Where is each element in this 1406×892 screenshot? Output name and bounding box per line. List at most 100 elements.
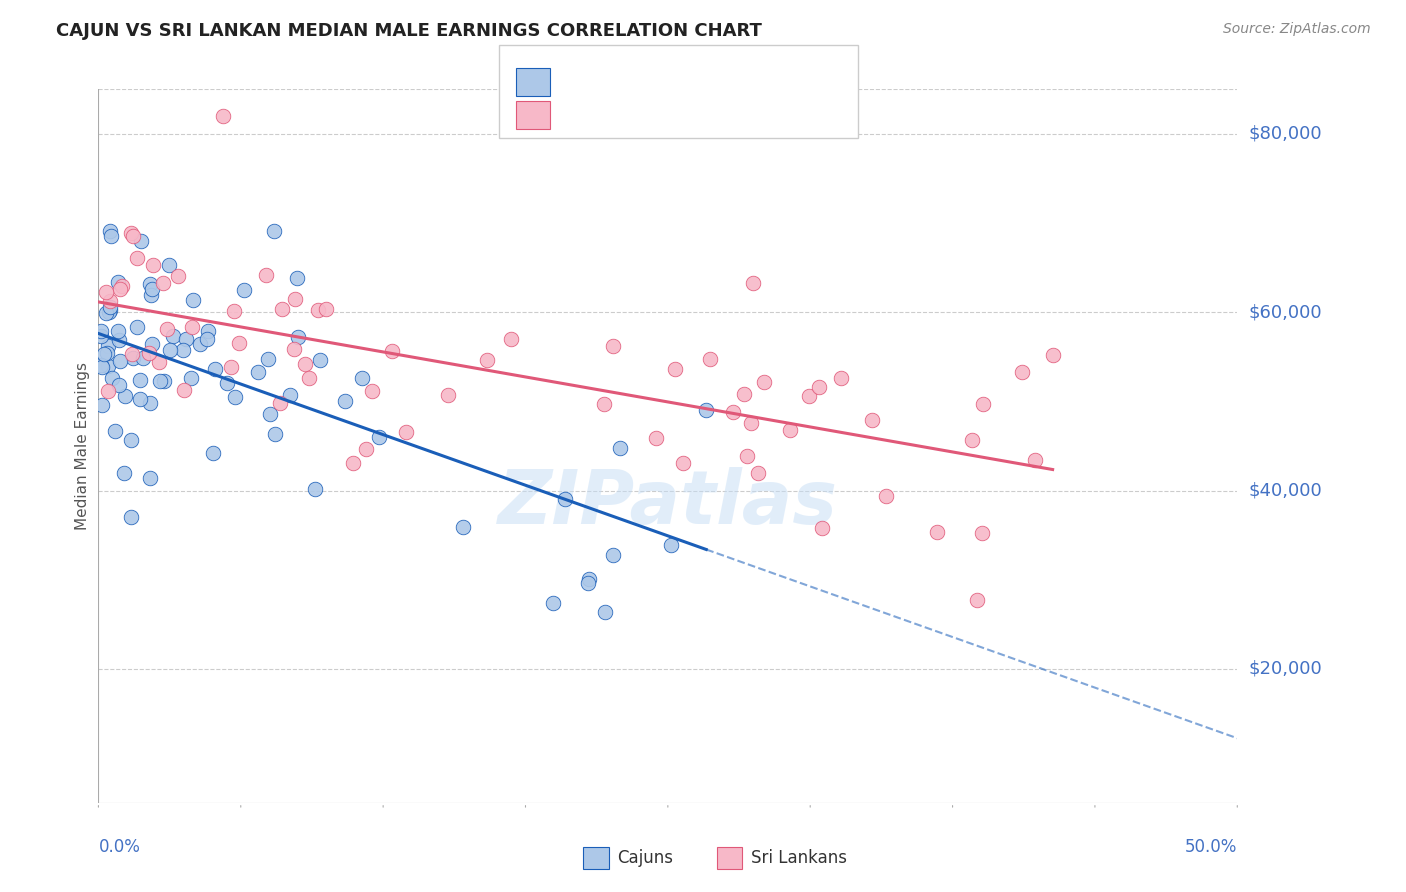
Point <box>139 471 162 485</box>
Point <box>263 223 285 237</box>
Point <box>269 395 291 409</box>
Point <box>294 357 316 371</box>
Point <box>264 426 287 441</box>
Point <box>664 362 686 376</box>
Text: $40,000: $40,000 <box>1249 482 1322 500</box>
Point <box>304 482 326 496</box>
Point <box>128 373 150 387</box>
Point <box>90 324 112 338</box>
Y-axis label: Median Male Earnings: Median Male Earnings <box>75 362 90 530</box>
Point <box>259 408 281 422</box>
Point <box>142 258 165 272</box>
Point <box>645 431 668 445</box>
Point <box>138 346 160 360</box>
Point <box>747 467 769 481</box>
Point <box>741 276 763 290</box>
Point <box>172 343 194 357</box>
Point <box>333 394 356 409</box>
Point <box>752 376 775 390</box>
Point <box>672 456 695 470</box>
Text: R =: R = <box>564 106 603 124</box>
Point <box>437 388 460 402</box>
Point <box>98 303 121 318</box>
Text: Sri Lankans: Sri Lankans <box>751 849 846 867</box>
Point <box>342 456 364 470</box>
Point <box>101 371 124 385</box>
Point <box>181 293 204 308</box>
Point <box>90 358 112 372</box>
Point <box>211 109 233 123</box>
Point <box>576 576 599 591</box>
Point <box>779 423 801 437</box>
Point <box>215 376 238 390</box>
Point <box>477 353 499 368</box>
Point <box>499 332 522 346</box>
Point <box>153 374 176 388</box>
Text: CAJUN VS SRI LANKAN MEDIAN MALE EARNINGS CORRELATION CHART: CAJUN VS SRI LANKAN MEDIAN MALE EARNINGS… <box>56 22 762 40</box>
Point <box>97 339 120 353</box>
Point <box>354 442 377 457</box>
Point <box>224 390 246 404</box>
Text: 50.0%: 50.0% <box>1185 838 1237 856</box>
Point <box>152 277 174 291</box>
Point <box>139 288 162 302</box>
Point <box>156 322 179 336</box>
Point <box>100 228 122 243</box>
Point <box>181 320 204 334</box>
Point <box>254 268 277 282</box>
Point <box>107 324 129 338</box>
Text: 66: 66 <box>738 106 763 124</box>
Point <box>287 330 309 344</box>
Point <box>221 359 243 374</box>
Point <box>98 224 121 238</box>
Point <box>132 351 155 365</box>
Point <box>972 396 994 410</box>
Point <box>93 347 115 361</box>
Point <box>222 304 245 318</box>
Point <box>1011 365 1033 379</box>
Point <box>91 359 114 374</box>
Point <box>554 492 576 507</box>
Point <box>453 519 475 533</box>
Point <box>197 324 219 338</box>
Point <box>110 282 132 296</box>
Text: R =: R = <box>564 73 603 91</box>
Point <box>740 416 762 430</box>
Text: -0.453: -0.453 <box>606 106 664 124</box>
Point <box>1024 452 1046 467</box>
Point <box>149 374 172 388</box>
Point <box>129 234 152 248</box>
Point <box>121 347 143 361</box>
Text: N =: N = <box>696 73 735 91</box>
Text: 78: 78 <box>738 73 763 91</box>
Text: N =: N = <box>696 106 735 124</box>
Point <box>90 398 112 412</box>
Point <box>602 548 624 562</box>
Point <box>830 370 852 384</box>
Point <box>593 397 616 411</box>
Point <box>578 572 600 586</box>
Point <box>593 606 616 620</box>
Point <box>148 355 170 369</box>
Point <box>541 596 564 610</box>
Point <box>285 270 308 285</box>
Point <box>201 445 224 459</box>
Point <box>120 510 142 524</box>
Point <box>129 392 152 407</box>
Point <box>735 449 758 463</box>
Text: ZIPatlas: ZIPatlas <box>498 467 838 540</box>
Point <box>108 333 131 347</box>
Point <box>1042 348 1064 362</box>
Point <box>139 277 162 292</box>
Point <box>381 344 404 359</box>
Text: Source: ZipAtlas.com: Source: ZipAtlas.com <box>1223 22 1371 37</box>
Point <box>90 328 112 343</box>
Point <box>98 301 121 315</box>
Text: 0.0%: 0.0% <box>98 838 141 856</box>
Point <box>308 302 330 317</box>
Text: Cajuns: Cajuns <box>617 849 673 867</box>
Point <box>97 384 120 398</box>
Point <box>875 489 897 503</box>
Point <box>94 306 117 320</box>
Point <box>120 434 142 448</box>
